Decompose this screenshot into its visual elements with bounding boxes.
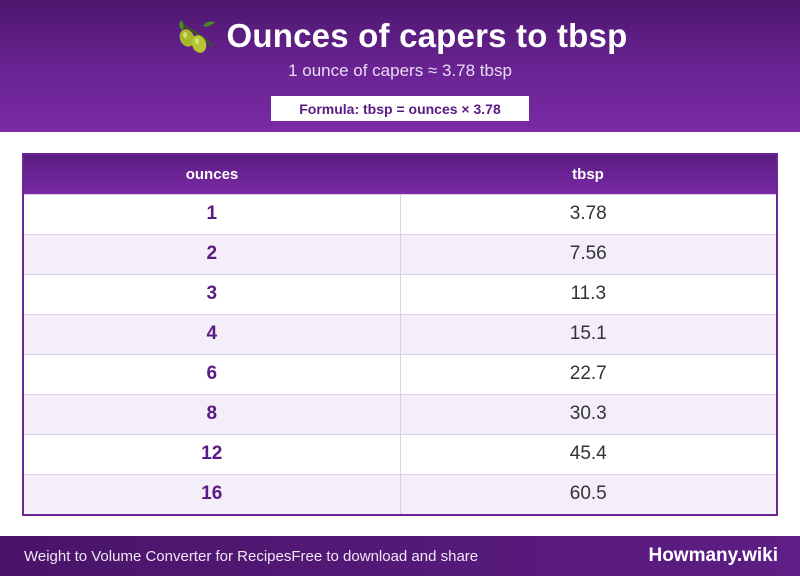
page-title: Ounces of capers to tbsp <box>226 17 628 54</box>
title-row: Ounces of capers to tbsp <box>0 14 800 58</box>
table-row: 12 45.4 <box>24 433 776 474</box>
footer-tagline: Weight to Volume Converter for Recipes Fr… <box>24 536 478 576</box>
ounces-cell: 12 <box>24 433 401 474</box>
ounces-cell: 8 <box>24 393 401 434</box>
ounces-cell: 6 <box>24 353 401 394</box>
tbsp-cell: 11.3 <box>400 273 776 314</box>
ounces-cell: 3 <box>24 273 401 314</box>
footer: Weight to Volume Converter for Recipes Fr… <box>0 536 800 576</box>
ounces-cell: 2 <box>24 233 401 274</box>
header: Ounces of capers to tbsp 1 ounce of cape… <box>0 0 800 132</box>
ounces-cell: 4 <box>24 313 401 354</box>
column-header-ounces: ounces <box>185 165 239 183</box>
table-row: 4 15.1 <box>24 313 776 354</box>
footer-converter-link[interactable]: Weight to Volume Converter for Recipes <box>24 547 292 565</box>
tbsp-cell: 45.4 <box>400 433 776 474</box>
tbsp-cell: 3.78 <box>400 193 776 234</box>
table-row: 6 22.7 <box>24 353 776 394</box>
table-header-row: ounces tbsp <box>24 155 776 194</box>
conversion-table: ounces tbsp 1 3.78 2 7.56 3 11.3 4 15.1 <box>22 153 778 516</box>
tbsp-cell: 7.56 <box>400 233 776 274</box>
tbsp-cell: 22.7 <box>400 353 776 394</box>
ounces-cell: 16 <box>24 473 401 514</box>
brand-link[interactable]: Howmany.wiki <box>648 545 778 566</box>
table-row: 2 7.56 <box>24 233 776 274</box>
olive-caper-icon <box>178 20 215 53</box>
column-header-tbsp: tbsp <box>572 165 604 183</box>
subtitle: 1 ounce of capers ≈ 3.78 tbsp <box>288 61 512 80</box>
ounces-cell: 1 <box>24 193 401 234</box>
formula-badge: Formula: tbsp = ounces × 3.78 <box>271 96 529 121</box>
tbsp-cell: 15.1 <box>400 313 776 354</box>
table-row: 8 30.3 <box>24 393 776 434</box>
table-row: 3 11.3 <box>24 273 776 314</box>
tbsp-cell: 60.5 <box>400 473 776 514</box>
tbsp-cell: 30.3 <box>400 393 776 434</box>
table-row: 1 3.78 <box>24 193 776 234</box>
footer-share-text: Free to download and share <box>291 547 479 565</box>
table-row: 16 60.5 <box>24 473 776 514</box>
